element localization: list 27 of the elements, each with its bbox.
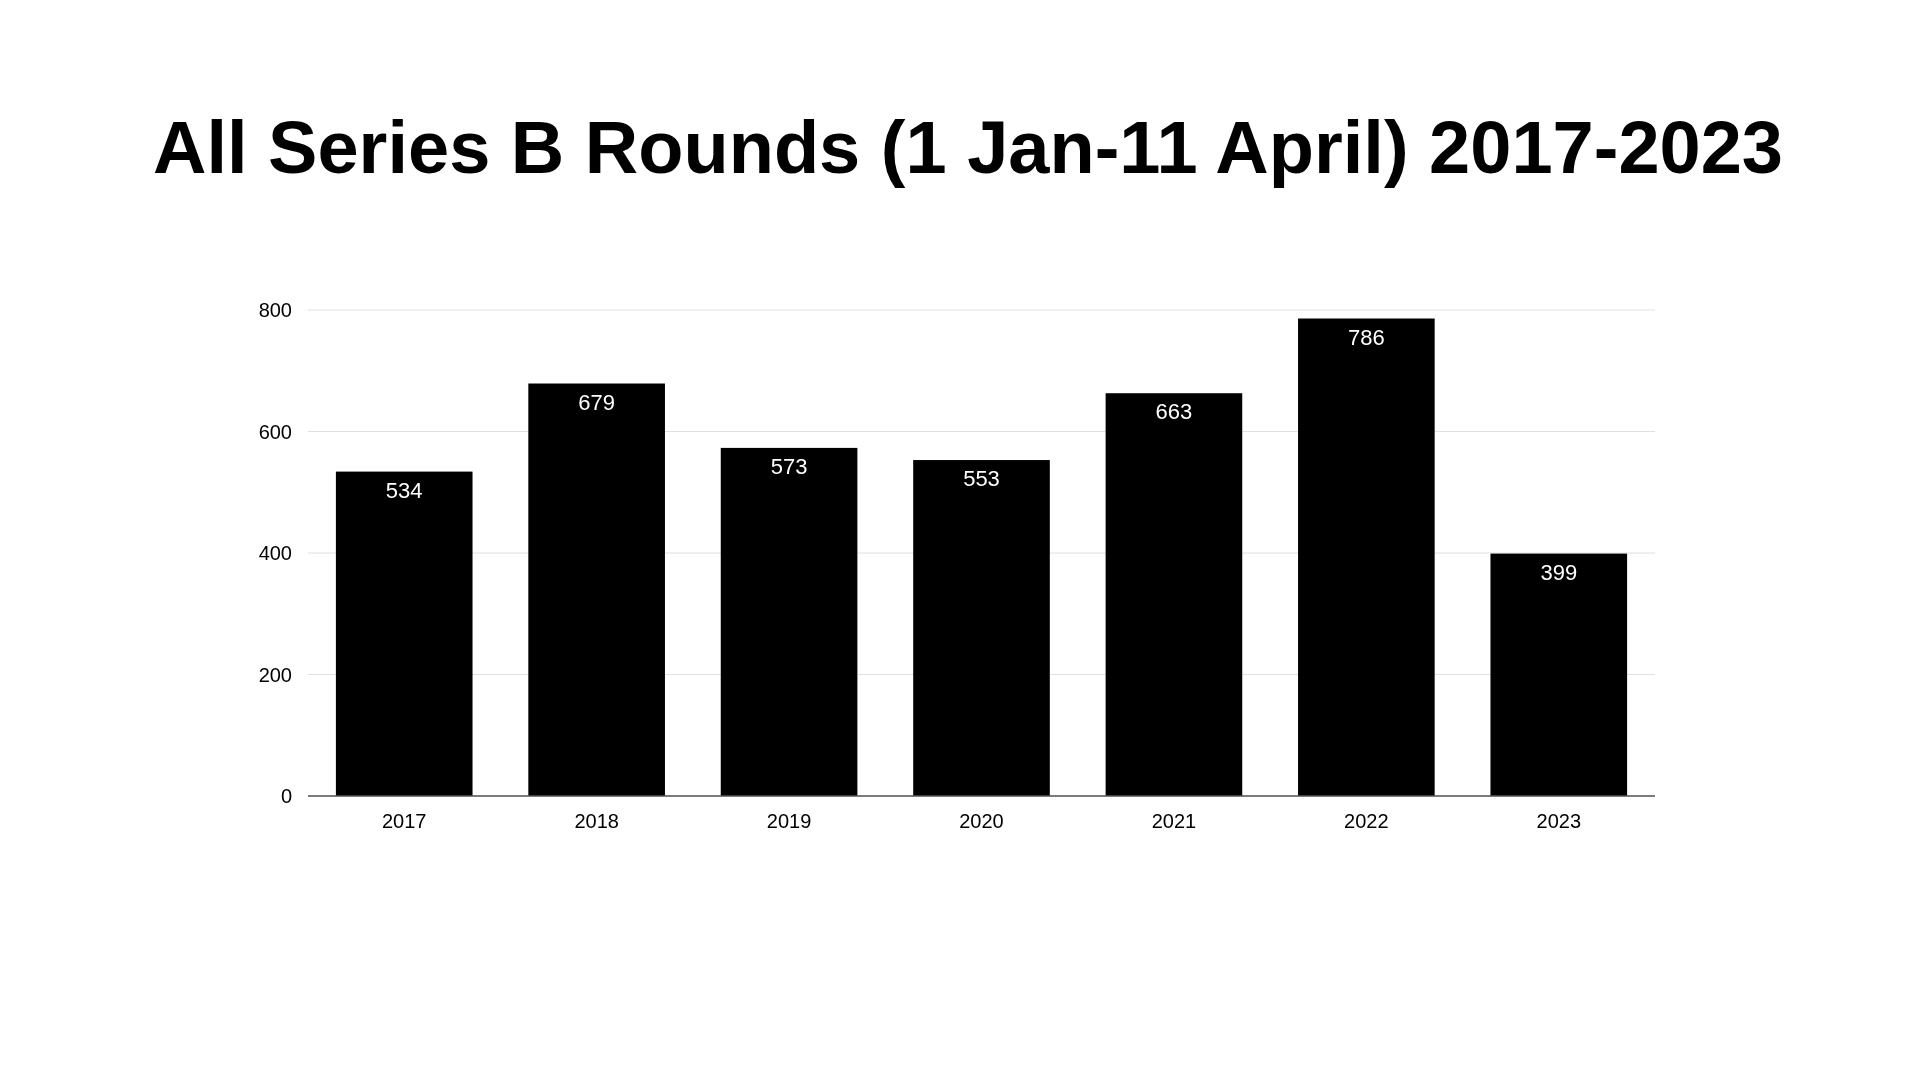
x-tick-label: 2020 <box>959 810 1004 832</box>
bar <box>335 471 473 796</box>
x-tick-label: 2022 <box>1344 810 1389 832</box>
data-label: 553 <box>963 466 1000 492</box>
x-tick-label: 2023 <box>1536 810 1582 832</box>
bar <box>528 383 665 796</box>
bar <box>1298 318 1435 796</box>
x-tick-label: 2019 <box>766 810 812 832</box>
y-tick-label: 200 <box>258 663 292 686</box>
bar <box>720 447 858 796</box>
x-tick-label: 2017 <box>381 810 427 832</box>
y-tick-label: 600 <box>258 420 292 443</box>
bar <box>1105 393 1243 796</box>
data-label: 573 <box>770 453 808 479</box>
y-tick-label: 0 <box>280 785 292 807</box>
x-tick-label: 2018 <box>574 810 619 832</box>
data-label: 534 <box>385 477 423 503</box>
y-tick-label: 800 <box>258 299 292 321</box>
bar <box>913 460 1050 796</box>
x-tick-label: 2021 <box>1151 810 1197 832</box>
chart-title: All Series B Rounds (1 Jan-11 April) 2017-2023 <box>152 106 1784 189</box>
data-label: 663 <box>1155 399 1193 425</box>
bar <box>1490 553 1628 796</box>
data-label: 679 <box>578 389 615 415</box>
data-label: 399 <box>1540 559 1578 585</box>
y-tick-label: 400 <box>258 542 292 564</box>
data-label: 786 <box>1348 324 1385 350</box>
